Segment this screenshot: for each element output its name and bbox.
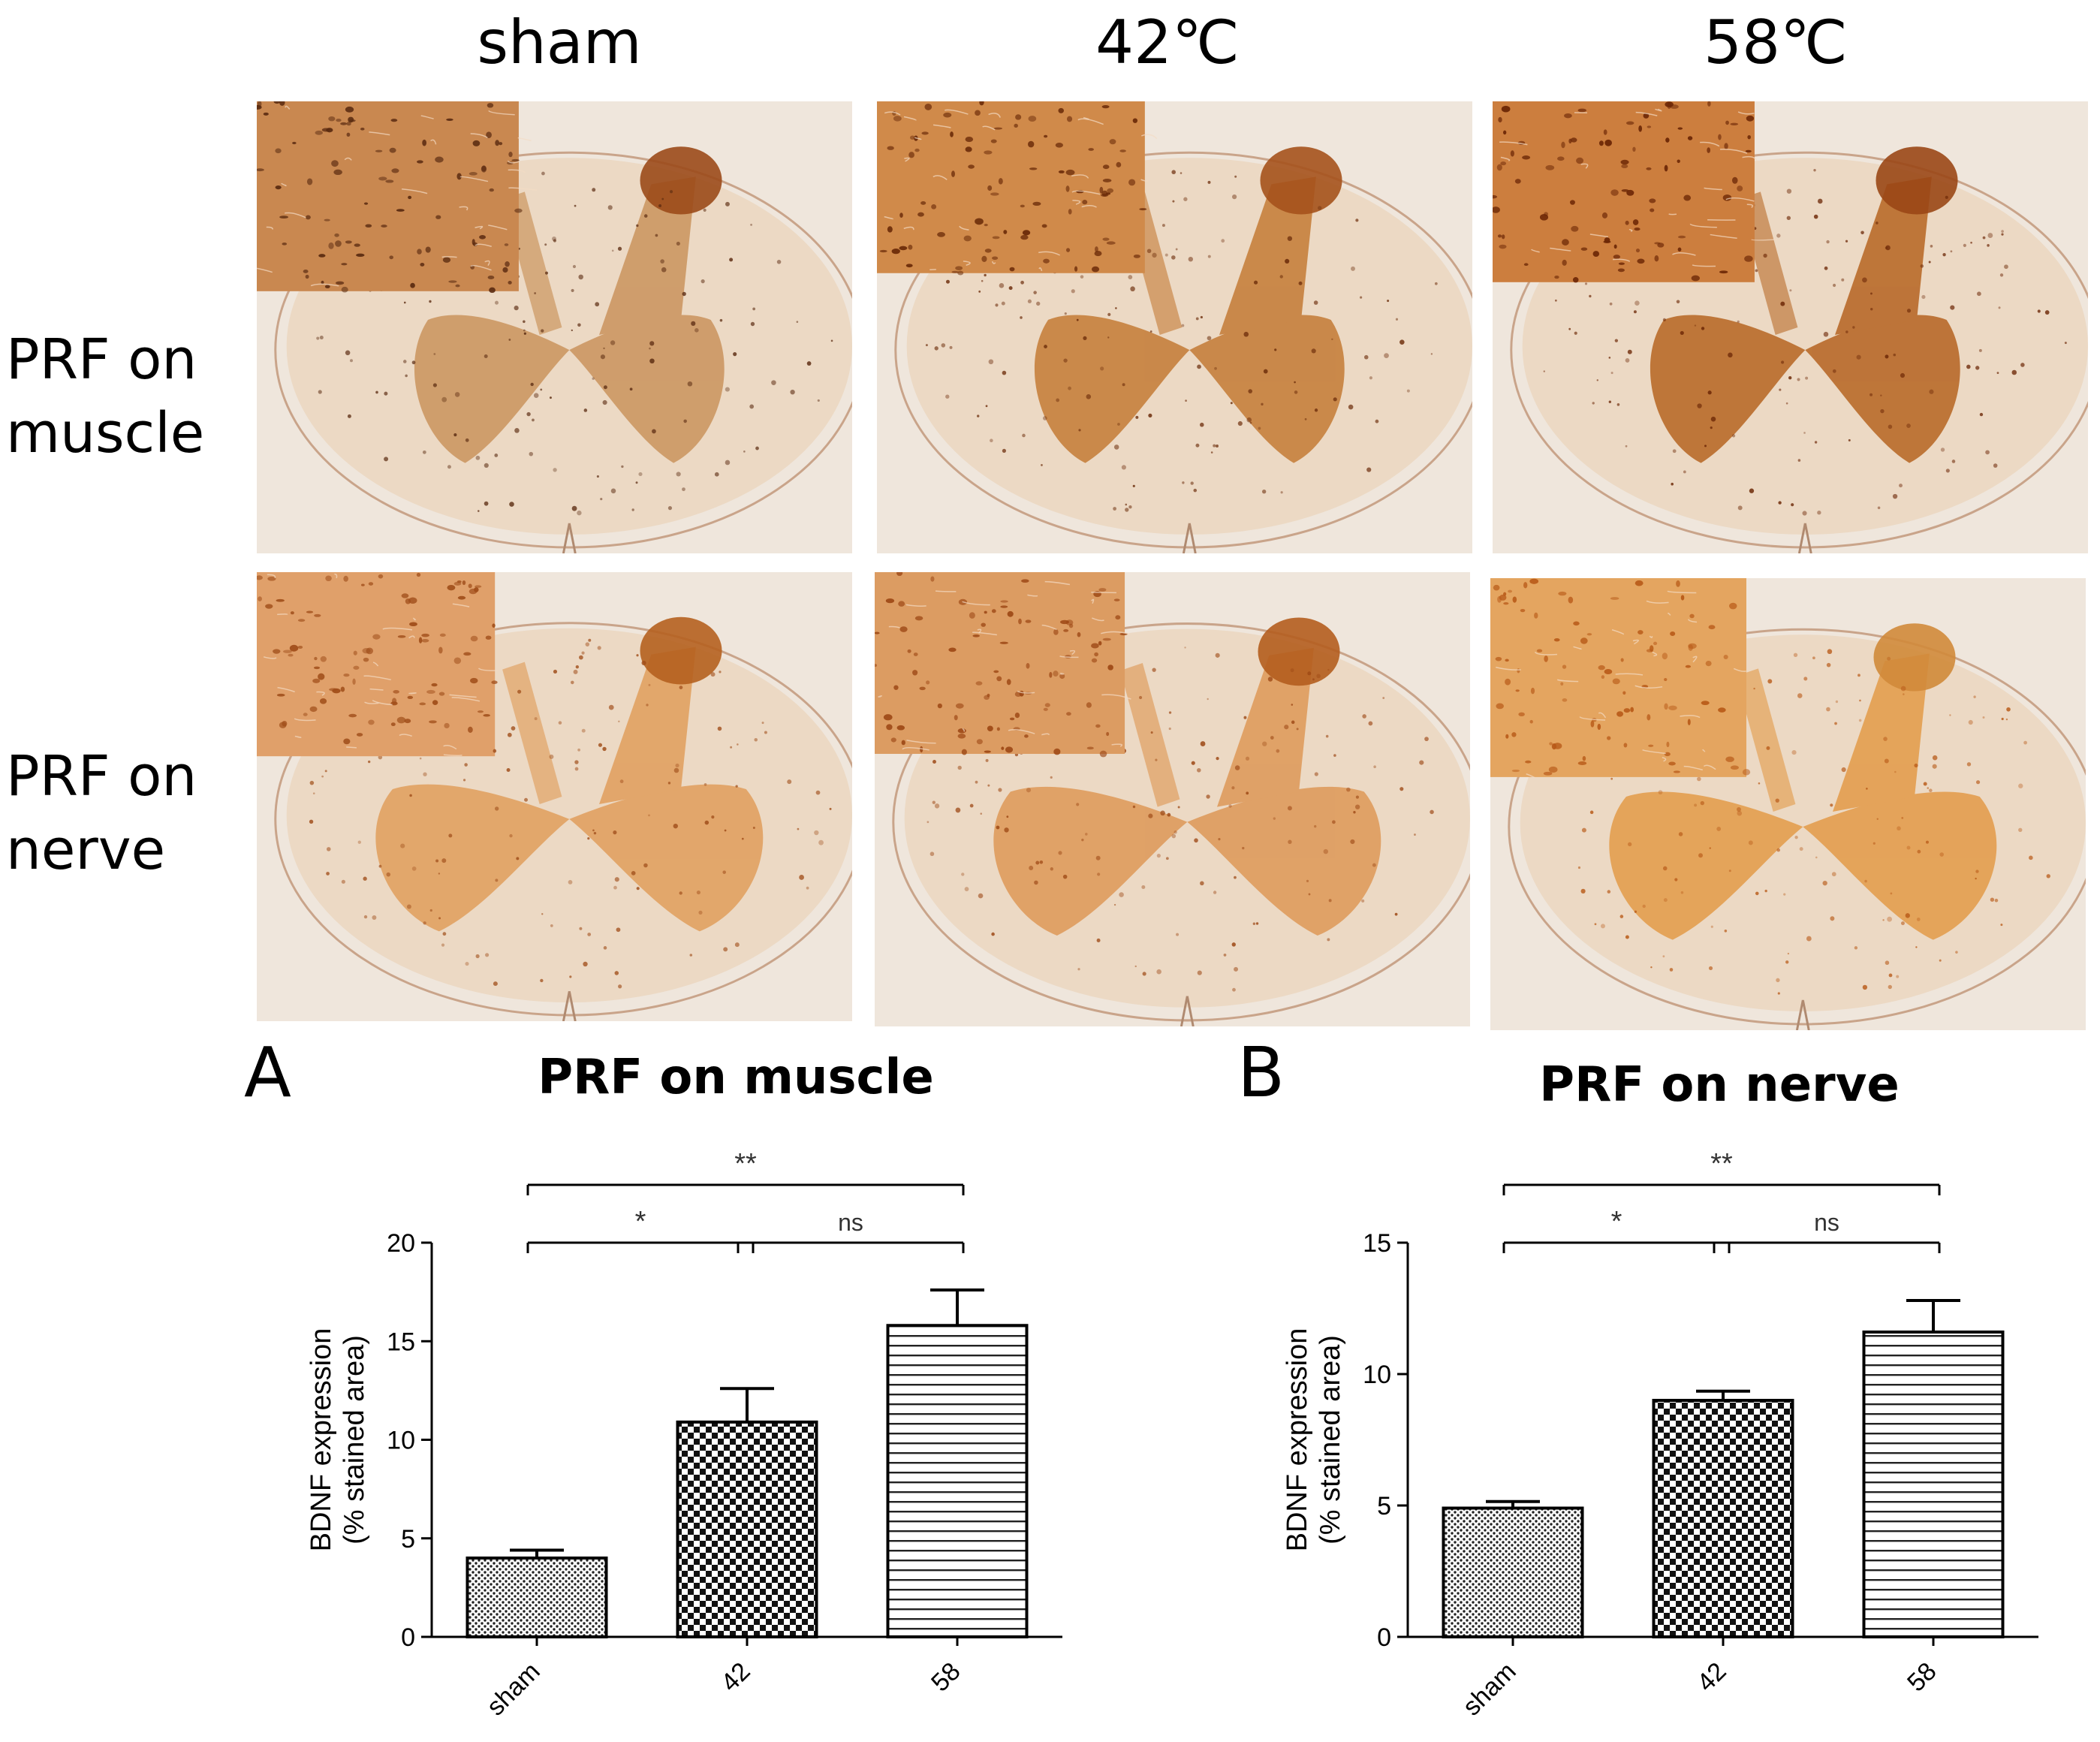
row-label-nerve-line1: PRF on: [6, 744, 197, 809]
row-label-nerve-line2: nerve: [6, 818, 166, 882]
y-tick-label: 0: [1377, 1623, 1391, 1652]
x-tick-label-sham: sham: [1457, 1657, 1522, 1722]
y-tick-label: 10: [1363, 1361, 1391, 1389]
bar-42: [1652, 1399, 1794, 1638]
row-label-muscle-line1: PRF on: [6, 327, 197, 392]
y-tick-label: 15: [1363, 1229, 1391, 1258]
bar-sham: [1442, 1506, 1584, 1638]
column-header-58: 58℃: [1704, 8, 1848, 77]
micrograph-muscle-58: [1493, 101, 2088, 553]
significance-label: **: [734, 1148, 757, 1180]
y-tick-label: 20: [387, 1229, 415, 1258]
significance-bracket: ns: [1713, 1209, 1941, 1253]
x-tick-label-58: 58: [1902, 1657, 1942, 1698]
significance-bracket: ns: [737, 1209, 965, 1253]
bar-58: [886, 1324, 1029, 1638]
bar-42: [676, 1420, 818, 1638]
micrograph-nerve-58: [1490, 578, 2086, 1030]
significance-label: ns: [1814, 1209, 1839, 1236]
significance-bracket: *: [526, 1206, 755, 1253]
y-axis-label: BDNF expression(% stained area): [306, 1328, 370, 1552]
bar-chart-muscle: 0 5 10 15 20 BDNF expression(% stained area) s…: [306, 1148, 1062, 1722]
y-tick-label: 5: [1377, 1492, 1391, 1520]
panel-letter-b: B: [1237, 1032, 1285, 1113]
row-label-muscle: PRF on muscle: [6, 323, 204, 470]
panel-letter-a: A: [244, 1032, 291, 1113]
x-tick-label-42: 42: [716, 1657, 756, 1698]
x-tick-label-58: 58: [926, 1657, 966, 1698]
significance-bracket: **: [526, 1148, 965, 1195]
bar-sham: [465, 1557, 608, 1638]
significance-label: **: [1710, 1148, 1733, 1180]
bar-58: [1862, 1331, 2005, 1638]
significance-bracket: *: [1502, 1206, 1731, 1253]
significance-bracket: **: [1502, 1148, 1941, 1195]
micrograph-nerve-42: [875, 572, 1470, 1026]
chart-title-a: PRF on muscle: [538, 1050, 934, 1105]
y-tick-label: 15: [387, 1328, 415, 1356]
x-tick-label-42: 42: [1692, 1657, 1732, 1698]
y-tick-label: 5: [401, 1525, 415, 1554]
y-tick-label: 0: [401, 1623, 415, 1652]
micrograph-muscle-sham: [257, 101, 852, 553]
y-axis-label: BDNF expression(% stained area): [1282, 1328, 1346, 1552]
row-label-nerve: PRF on nerve: [6, 740, 197, 887]
significance-label: *: [635, 1206, 646, 1237]
bar-chart-nerve: 0 5 10 15 BDNF expression(% stained area) sha…: [1282, 1148, 2038, 1722]
row-label-muscle-line2: muscle: [6, 401, 205, 466]
column-header-42: 42℃: [1095, 8, 1240, 77]
micrograph-muscle-42: [877, 101, 1472, 553]
significance-label: ns: [838, 1209, 863, 1236]
micrograph-nerve-sham: [257, 572, 852, 1021]
column-header-sham: sham: [477, 8, 642, 77]
x-tick-label-sham: sham: [481, 1657, 546, 1722]
chart-title-b: PRF on nerve: [1539, 1057, 1900, 1113]
y-tick-label: 10: [387, 1427, 415, 1455]
significance-label: *: [1611, 1206, 1622, 1237]
